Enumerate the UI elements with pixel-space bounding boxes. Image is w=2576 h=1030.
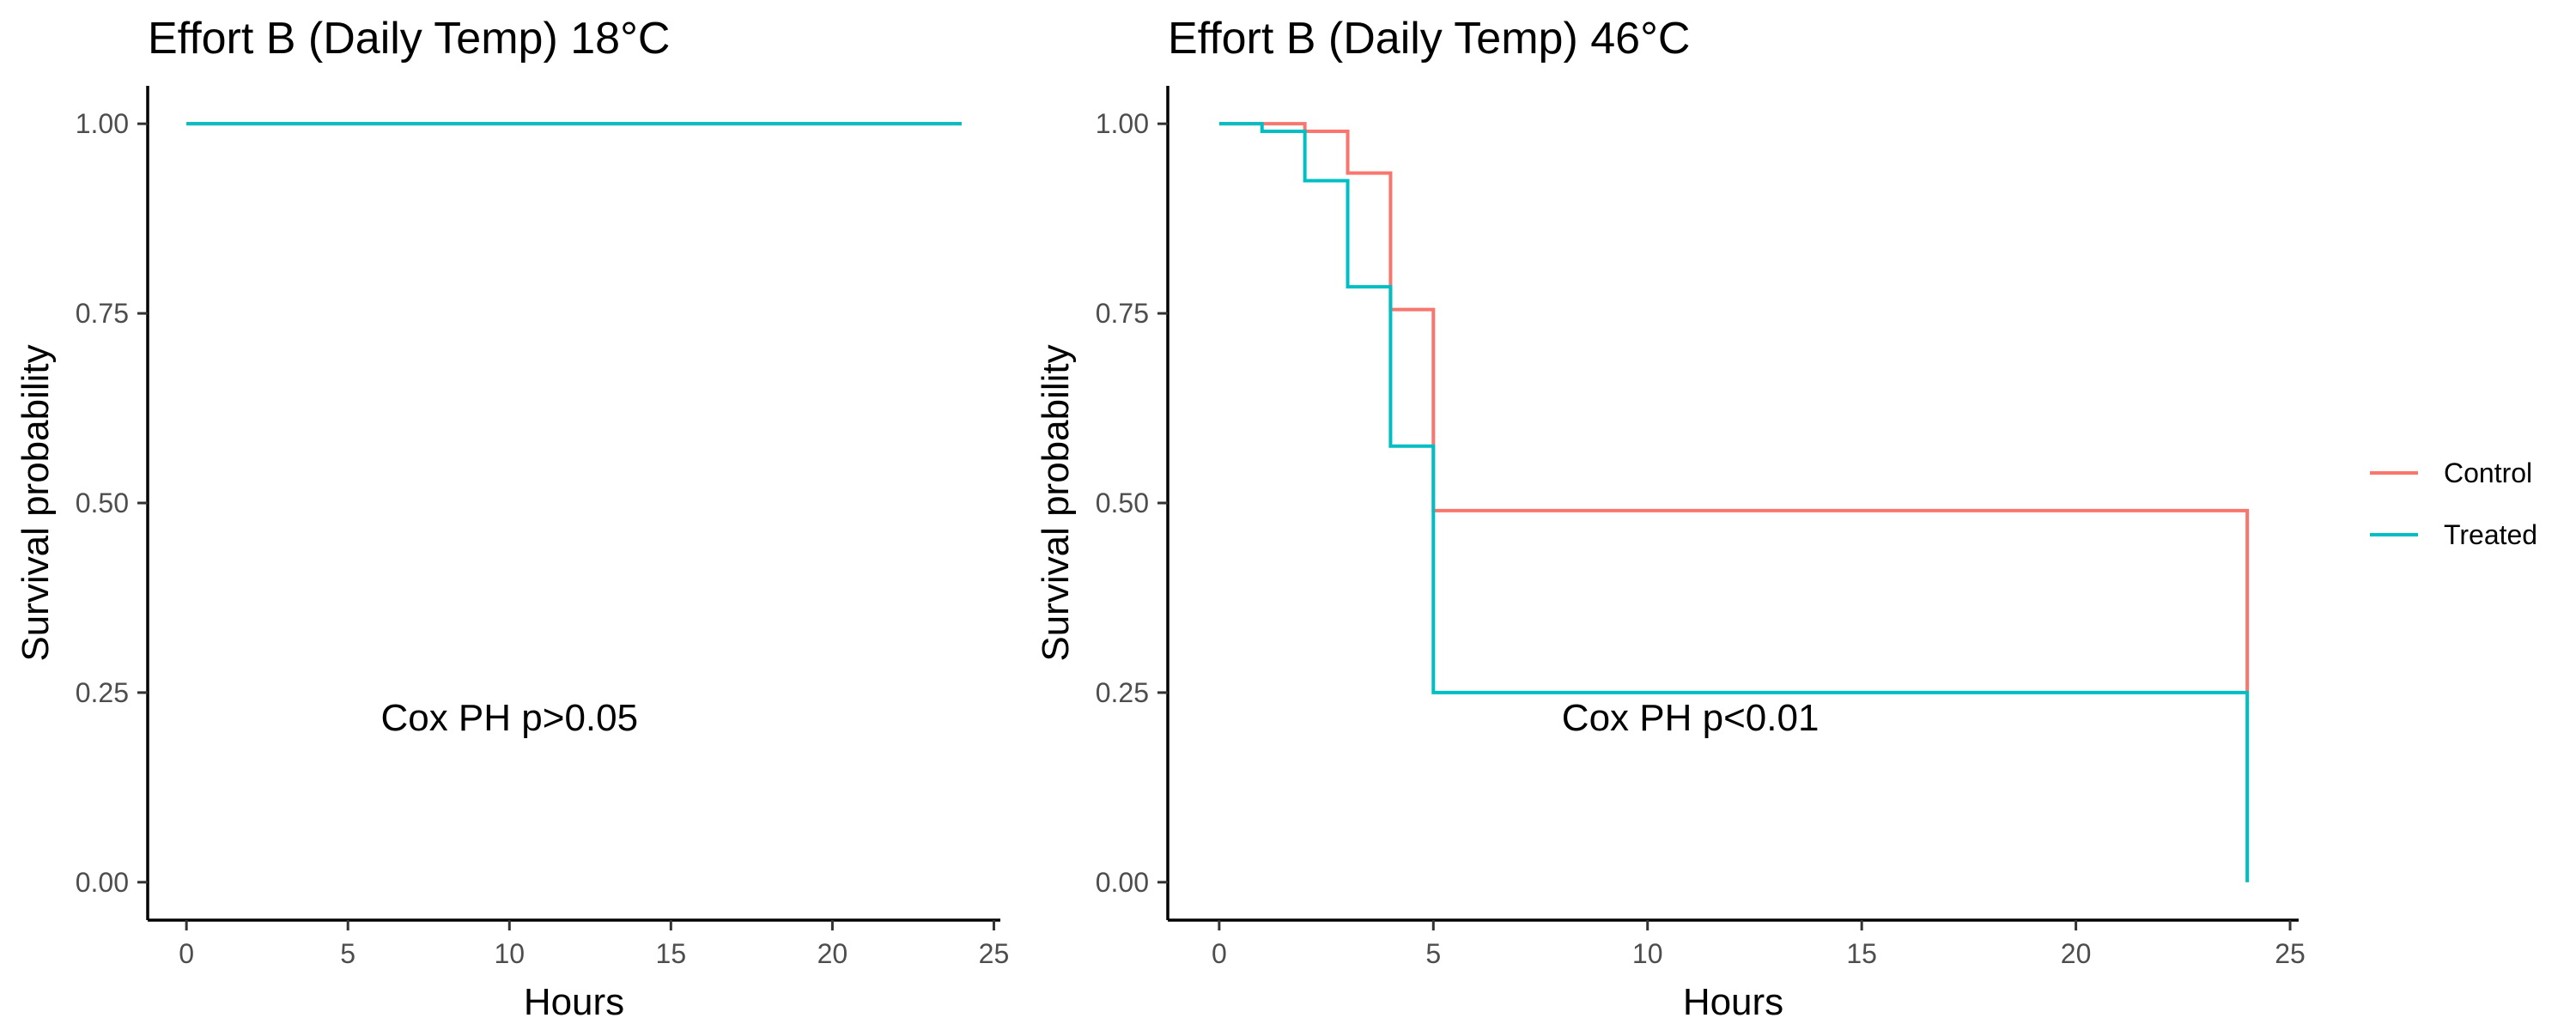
- x-tick-label: 25: [2275, 938, 2306, 969]
- y-tick-label: 0.00: [76, 867, 129, 898]
- chart-title: Effort B (Daily Temp) 18°C: [148, 14, 670, 64]
- x-tick-label: 0: [179, 938, 194, 969]
- legend-label: Treated: [2444, 519, 2537, 550]
- y-tick-label: 0.25: [1096, 677, 1149, 708]
- series-line-treated: [1218, 122, 2250, 882]
- y-tick-label: 1.00: [1096, 108, 1149, 139]
- chart-panels: Effort B (Daily Temp) 18°C 0.00 0.25 0.50 0.…: [15, 14, 2306, 1023]
- y-tick-label: 0.25: [76, 677, 129, 708]
- chart-title: Effort B (Daily Temp) 46°C: [1168, 14, 1690, 64]
- y-tick-label: 0.50: [76, 488, 129, 518]
- series-line-control: [1218, 122, 2250, 693]
- y-tick-label: 0.00: [1096, 867, 1149, 898]
- y-tick-label: 0.75: [1096, 298, 1149, 329]
- x-tick-label: 5: [1425, 938, 1441, 969]
- x-axis-title: Hours: [1683, 981, 1783, 1023]
- legend: Control Treated: [2370, 457, 2537, 550]
- x-tick-label: 0: [1212, 938, 1227, 969]
- x-tick-label: 20: [2061, 938, 2092, 969]
- y-tick-label: 1.00: [76, 108, 129, 139]
- y-axis-title: Survival probability: [1035, 344, 1077, 661]
- chart-panel-2: Effort B (Daily Temp) 46°C 0.00 0.25 0.50 0.…: [1035, 14, 2306, 1023]
- x-tick-label: 5: [340, 938, 355, 969]
- x-tick-label: 25: [979, 938, 1010, 969]
- chart-panel-1: Effort B (Daily Temp) 18°C 0.00 0.25 0.50 0.…: [15, 14, 1009, 1023]
- x-tick-label: 15: [1846, 938, 1877, 969]
- cox-annotation: Cox PH p>0.05: [380, 697, 638, 739]
- cox-annotation: Cox PH p<0.01: [1562, 697, 1820, 739]
- legend-item-control: Control: [2370, 457, 2532, 488]
- y-tick-label: 0.75: [76, 298, 129, 329]
- x-tick-label: 20: [817, 938, 848, 969]
- x-axis-title: Hours: [524, 981, 624, 1023]
- x-tick-label: 15: [656, 938, 687, 969]
- x-tick-label: 10: [494, 938, 525, 969]
- legend-label: Control: [2444, 457, 2532, 488]
- x-tick-label: 10: [1632, 938, 1663, 969]
- y-axis-title: Survival probability: [15, 344, 57, 661]
- legend-item-treated: Treated: [2370, 519, 2537, 550]
- y-tick-label: 0.50: [1096, 488, 1149, 518]
